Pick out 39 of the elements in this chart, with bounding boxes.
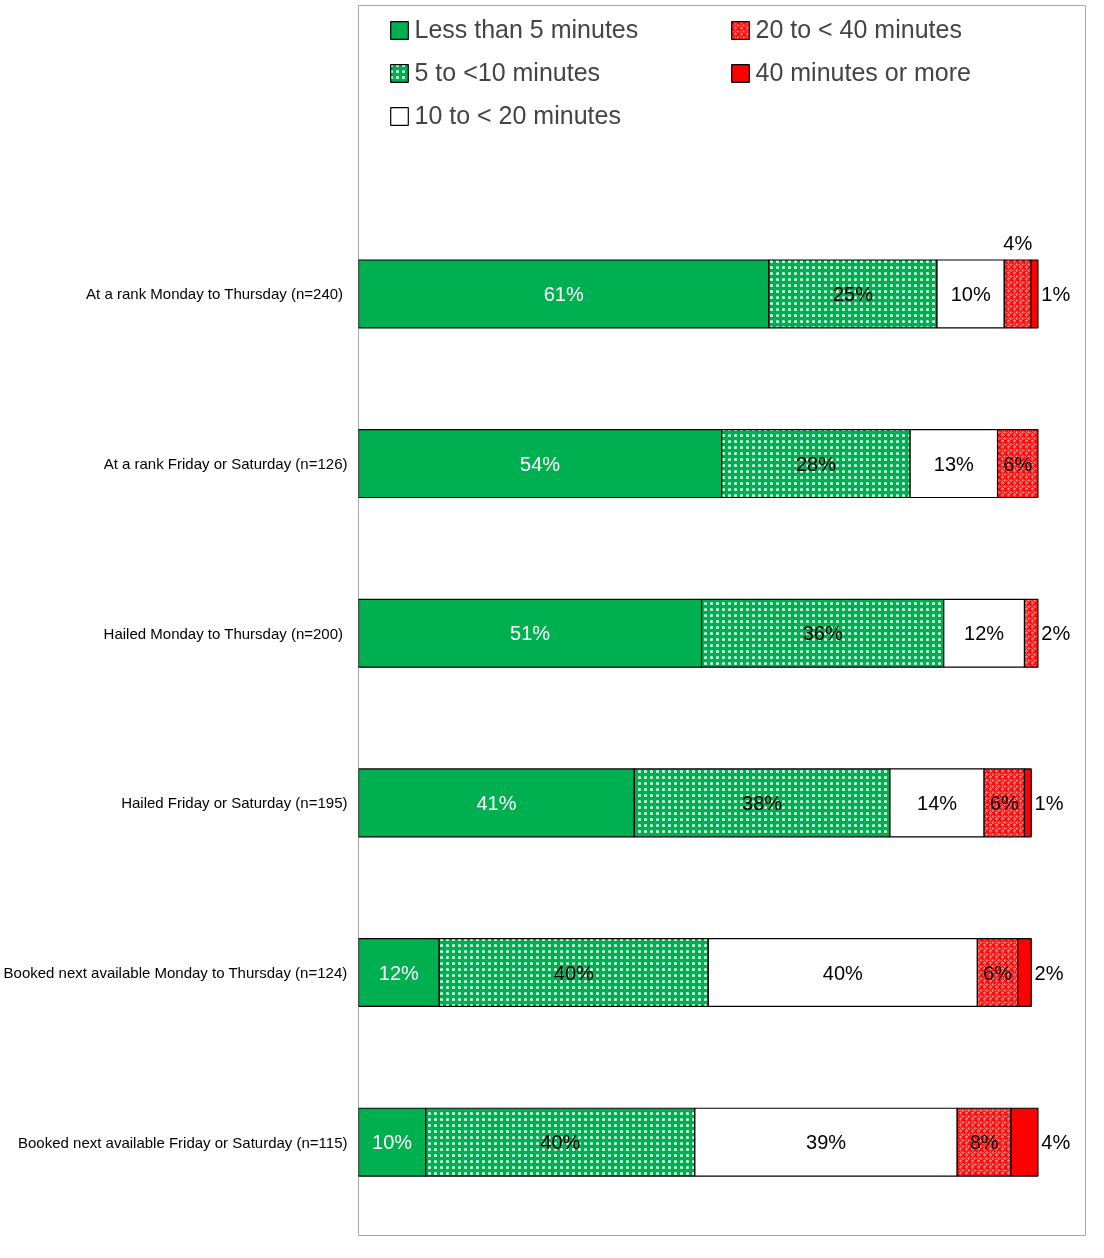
data-label: 2% bbox=[1034, 961, 1064, 984]
data-label: 40% bbox=[822, 961, 864, 984]
data-label: 28% bbox=[795, 452, 837, 475]
data-label: 51% bbox=[510, 622, 551, 645]
data-label: 6% bbox=[989, 791, 1019, 814]
data-label: 6% bbox=[1003, 452, 1033, 475]
legend-label: 5 to <10 minutes bbox=[414, 58, 602, 87]
data-label: 14% bbox=[917, 791, 958, 814]
data-label: 12% bbox=[964, 622, 1005, 645]
data-label: 1% bbox=[1041, 282, 1071, 305]
data-label: 2% bbox=[1041, 622, 1071, 645]
legend-label: Less than 5 minutes bbox=[414, 15, 640, 44]
data-label: 10% bbox=[372, 1131, 413, 1154]
legend-label: 40 minutes or more bbox=[755, 58, 972, 87]
data-label: 40% bbox=[553, 961, 594, 984]
data-label: 8% bbox=[969, 1131, 999, 1154]
y-tick-label: Booked next available Friday or Saturday (n=115) bbox=[18, 1133, 348, 1151]
data-label: 61% bbox=[543, 282, 584, 305]
data-label: 38% bbox=[742, 791, 783, 814]
data-label: 40% bbox=[540, 1131, 581, 1154]
y-tick-label: Hailed Monday to Thursday (n=200) bbox=[103, 624, 344, 642]
data-label: 13% bbox=[933, 452, 975, 475]
y-tick-label: At a rank Friday or Saturday (n=126) bbox=[103, 455, 348, 473]
legend-label: 10 to < 20 minutes bbox=[414, 101, 622, 130]
data-label: 41% bbox=[476, 791, 517, 814]
data-label: 10% bbox=[950, 282, 991, 305]
data-label: 6% bbox=[983, 961, 1013, 984]
data-label: 4% bbox=[1041, 1131, 1071, 1154]
data-label: 54% bbox=[520, 452, 561, 475]
y-tick-label: At a rank Monday to Thursday (n=240) bbox=[86, 285, 344, 303]
data-label: 25% bbox=[832, 282, 874, 305]
data-label: 39% bbox=[806, 1131, 847, 1154]
data-label: 1% bbox=[1034, 791, 1064, 814]
data-label: 4% bbox=[1003, 232, 1033, 255]
y-tick-label: Hailed Friday or Saturday (n=195) bbox=[121, 794, 348, 812]
legend-label: 20 to < 40 minutes bbox=[755, 15, 963, 44]
y-tick-label: Booked next available Monday to Thursday (n=124) bbox=[3, 964, 348, 982]
data-label: 36% bbox=[802, 622, 843, 645]
data-label: 12% bbox=[378, 961, 420, 984]
